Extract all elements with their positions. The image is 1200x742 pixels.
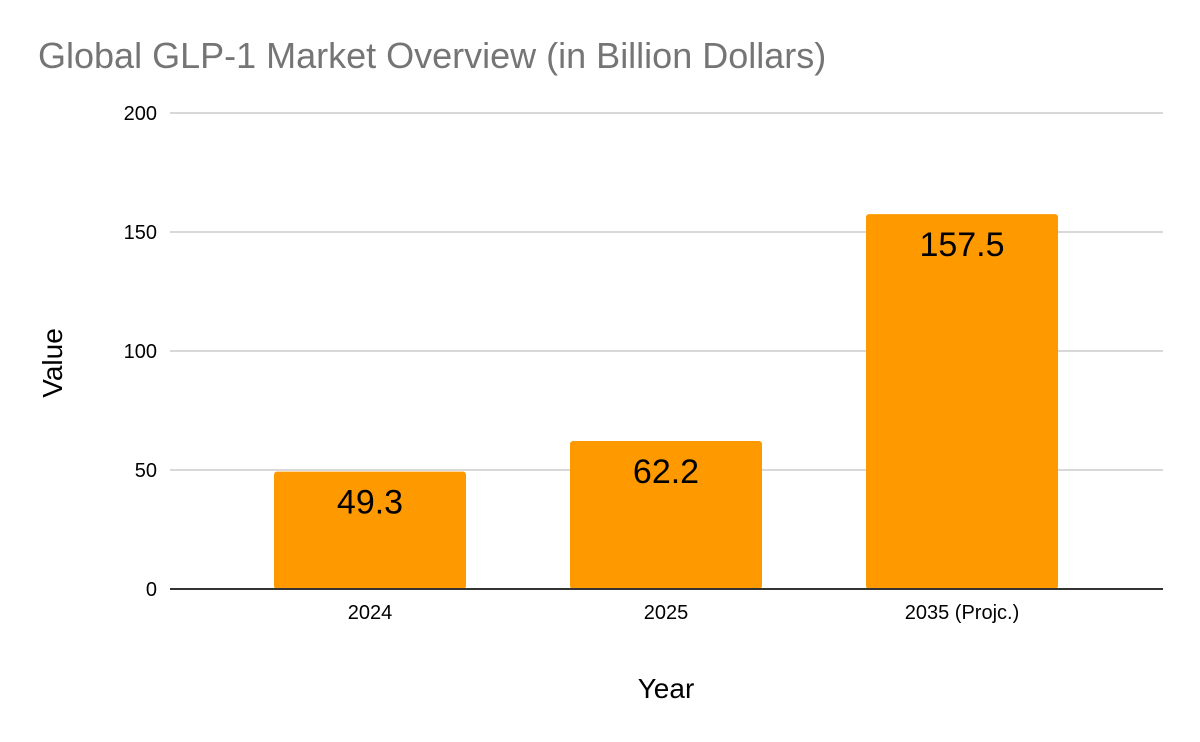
y-tick-label: 150: [124, 222, 157, 244]
y-axis-ticks: 0 50 100 150 200: [124, 103, 157, 601]
bar: [274, 471, 466, 589]
y-axis-title: Value: [37, 328, 68, 398]
bar: [570, 440, 762, 589]
y-tick-label: 0: [146, 579, 157, 601]
chart-title: Global GLP-1 Market Overview (in Billion…: [38, 35, 826, 76]
data-labels: 49.3 62.2 157.5: [337, 226, 1005, 522]
y-tick-label: 50: [135, 460, 157, 482]
data-label: 62.2: [633, 453, 699, 491]
y-tick-label: 200: [124, 103, 157, 125]
data-label: 49.3: [337, 484, 403, 522]
x-axis-ticks: 2024 2025 2035 (Projc.): [348, 602, 1020, 624]
x-tick-label: 2025: [644, 602, 689, 624]
bar: [866, 214, 1058, 589]
bars: [274, 214, 1058, 589]
x-tick-label: 2024: [348, 602, 393, 624]
x-axis-title: Year: [638, 673, 695, 704]
y-tick-label: 100: [124, 341, 157, 363]
x-tick-label: 2035 (Projc.): [905, 602, 1020, 624]
data-label: 157.5: [919, 226, 1004, 264]
